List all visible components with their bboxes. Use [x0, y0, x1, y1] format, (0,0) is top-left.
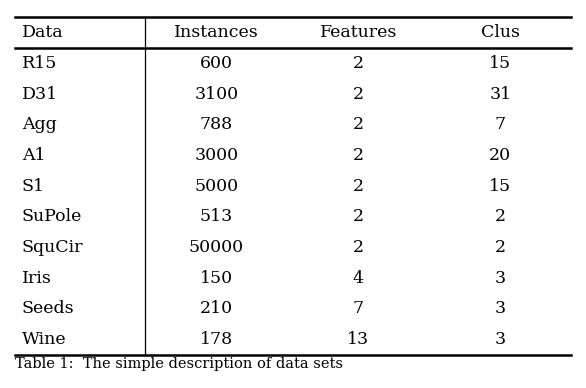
- Text: 2: 2: [353, 55, 364, 72]
- Text: 2: 2: [353, 208, 364, 225]
- Text: Features: Features: [320, 24, 397, 41]
- Text: 210: 210: [200, 300, 233, 317]
- Text: D31: D31: [22, 86, 58, 103]
- Text: 20: 20: [489, 147, 512, 164]
- Text: Clus: Clus: [481, 24, 520, 41]
- Text: 600: 600: [200, 55, 233, 72]
- Text: 13: 13: [347, 331, 370, 348]
- Text: Data: Data: [22, 24, 63, 41]
- Text: 3000: 3000: [195, 147, 239, 164]
- Text: Instances: Instances: [174, 24, 259, 41]
- Text: Agg: Agg: [22, 116, 56, 133]
- Text: 788: 788: [200, 116, 233, 133]
- Text: 2: 2: [353, 239, 364, 256]
- Text: SquCir: SquCir: [22, 239, 83, 256]
- Text: S1: S1: [22, 178, 45, 195]
- Text: 3: 3: [495, 270, 506, 287]
- Text: 3100: 3100: [195, 86, 239, 103]
- Text: 4: 4: [353, 270, 364, 287]
- Text: 15: 15: [489, 55, 512, 72]
- Text: 150: 150: [200, 270, 233, 287]
- Text: 3: 3: [495, 331, 506, 348]
- Text: 2: 2: [495, 239, 506, 256]
- Text: R15: R15: [22, 55, 57, 72]
- Text: 2: 2: [353, 147, 364, 164]
- Text: Table 1:  The simple description of data sets: Table 1: The simple description of data …: [15, 357, 343, 371]
- Text: Iris: Iris: [22, 270, 52, 287]
- Text: 178: 178: [200, 331, 233, 348]
- Text: 7: 7: [353, 300, 364, 317]
- Text: 50000: 50000: [189, 239, 244, 256]
- Text: 2: 2: [353, 116, 364, 133]
- Text: 513: 513: [200, 208, 233, 225]
- Text: 31: 31: [489, 86, 512, 103]
- Text: Wine: Wine: [22, 331, 66, 348]
- Text: A1: A1: [22, 147, 45, 164]
- Text: Seeds: Seeds: [22, 300, 74, 317]
- Text: 2: 2: [495, 208, 506, 225]
- Text: 7: 7: [495, 116, 506, 133]
- Text: 15: 15: [489, 178, 512, 195]
- Text: SuPole: SuPole: [22, 208, 82, 225]
- Text: 2: 2: [353, 178, 364, 195]
- Text: 2: 2: [353, 86, 364, 103]
- Text: 5000: 5000: [195, 178, 239, 195]
- Text: 3: 3: [495, 300, 506, 317]
